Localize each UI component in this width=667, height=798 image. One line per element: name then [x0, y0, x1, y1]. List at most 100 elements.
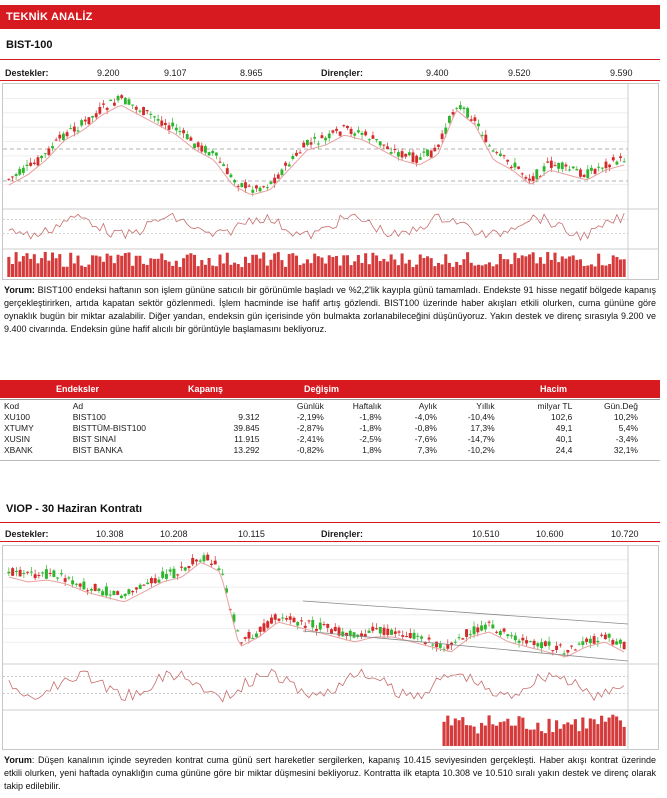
volume-bar — [18, 261, 22, 277]
candle-body — [127, 99, 131, 105]
cell-yillik: -14,7% — [467, 433, 495, 444]
cell-haftalik: -1,8% — [359, 422, 382, 433]
volume-bar — [477, 264, 481, 277]
candle-body — [408, 633, 412, 639]
volume-bar — [442, 721, 446, 746]
candle-body — [405, 636, 409, 638]
candle-body — [243, 637, 247, 639]
candle-body — [592, 636, 596, 644]
candle-body — [615, 161, 619, 165]
cell-kapanis: 9.312 — [238, 411, 260, 422]
candle-body — [375, 628, 378, 630]
candle-body — [575, 169, 579, 171]
candle-body — [303, 625, 307, 628]
volume-bar — [468, 725, 472, 746]
volume-bar — [524, 256, 528, 277]
volume-bar — [547, 718, 551, 746]
candle-body — [397, 631, 401, 633]
candle-body — [163, 122, 167, 125]
col-gun-deg: Gün.Değ — [603, 400, 638, 411]
candle-body — [112, 590, 116, 596]
volume-bar — [222, 263, 226, 277]
candle-body — [182, 130, 186, 134]
volume-bar — [535, 263, 539, 277]
volume-bar — [207, 257, 211, 277]
volume-bar — [517, 716, 521, 746]
candle-body — [330, 629, 333, 634]
candle-body — [229, 174, 233, 178]
candle-body — [607, 633, 611, 638]
volume-bar — [532, 729, 536, 746]
candle-body — [433, 147, 437, 152]
candle-body — [382, 627, 386, 635]
table-row: XUSIN BIST SINAİ 11.915 -2,41% -2,5% -7,… — [2, 433, 652, 444]
candle-body — [138, 584, 142, 589]
candle-body — [427, 637, 431, 640]
candle-body — [498, 630, 502, 636]
volume-bar — [225, 252, 229, 277]
candle-body — [76, 130, 80, 132]
candle-body — [313, 137, 317, 139]
volume-bar — [320, 257, 324, 277]
cell-ad: BIST100 — [72, 411, 106, 422]
candle-body — [437, 144, 440, 147]
candle-body — [138, 110, 142, 112]
candle-body — [517, 166, 521, 169]
candle-body — [298, 152, 302, 154]
candle-body — [495, 631, 499, 633]
candle-body — [258, 187, 262, 192]
volume-bar — [564, 258, 568, 277]
candle-body — [206, 554, 210, 561]
volume-bar — [145, 264, 149, 277]
candle-body — [26, 571, 30, 573]
candle-body — [549, 160, 553, 168]
candle-body — [608, 164, 612, 168]
candle-body — [570, 645, 574, 647]
candle-body — [326, 624, 330, 628]
volume-bar — [196, 266, 200, 277]
candle-body — [520, 173, 524, 175]
candle-body — [302, 142, 306, 148]
volume-bar — [513, 725, 517, 746]
volume-bar — [98, 256, 102, 277]
volume-bar — [560, 256, 564, 277]
candle-body — [577, 643, 581, 645]
candle-body — [311, 620, 315, 628]
volume-bar — [182, 258, 186, 277]
candle-body — [194, 559, 198, 562]
volume-bar — [487, 262, 491, 277]
volume-bar — [21, 256, 25, 277]
candle-body — [488, 145, 491, 147]
volume-bar — [498, 722, 502, 746]
volume-bar — [72, 263, 76, 277]
volume-bar — [185, 254, 189, 277]
volume-bar — [160, 253, 164, 277]
candle-body — [11, 568, 15, 576]
volume-bar — [356, 254, 360, 277]
candle-body — [36, 157, 40, 166]
candle-body — [207, 152, 211, 156]
candle-body — [397, 152, 400, 157]
candle-body — [480, 134, 484, 136]
volume-bar — [502, 721, 506, 746]
cell-gun-deg: -3,4% — [615, 433, 638, 444]
cell-hacim: 49,1 — [555, 422, 573, 433]
candle-body — [104, 586, 108, 596]
volume-bar — [510, 725, 514, 746]
candle-body — [82, 581, 86, 590]
divider — [0, 59, 660, 60]
candle-body — [579, 169, 582, 177]
volume-bar — [581, 717, 585, 746]
candle-body — [375, 139, 378, 141]
candle-body — [458, 105, 462, 109]
candle-body — [447, 115, 451, 123]
candle-body — [465, 629, 469, 637]
volume-bar — [284, 266, 288, 277]
candle-body — [54, 139, 58, 141]
candle-body — [134, 587, 138, 590]
candle-body — [446, 644, 450, 649]
candle-body — [327, 133, 331, 139]
candle-body — [214, 152, 218, 156]
cell-gun-deg: 5,4% — [618, 422, 638, 433]
candle-body — [521, 637, 525, 641]
